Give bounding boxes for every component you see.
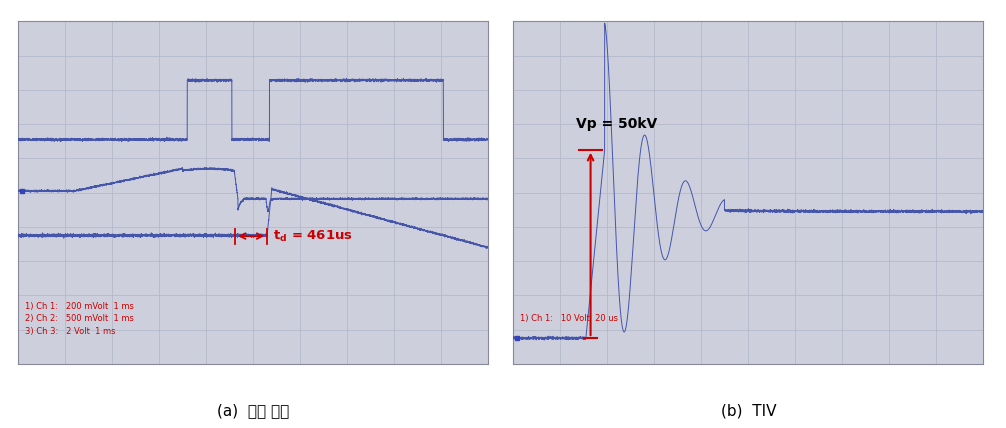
Text: (a)  전체 파형: (a) 전체 파형 bbox=[217, 403, 290, 419]
Text: 1) Ch 1:   200 mVolt  1 ms: 1) Ch 1: 200 mVolt 1 ms bbox=[25, 302, 134, 311]
Text: (b)  TIV: (b) TIV bbox=[720, 403, 777, 419]
Text: 1) Ch 1:   10 Volt  20 us: 1) Ch 1: 10 Volt 20 us bbox=[520, 315, 618, 324]
Text: Vp = 50kV: Vp = 50kV bbox=[576, 117, 658, 131]
Text: 2) Ch 2:   500 mVolt  1 ms: 2) Ch 2: 500 mVolt 1 ms bbox=[25, 315, 134, 324]
Text: $\mathbf{t_d}$ = 461us: $\mathbf{t_d}$ = 461us bbox=[273, 229, 353, 244]
Text: 3) Ch 3:   2 Volt  1 ms: 3) Ch 3: 2 Volt 1 ms bbox=[25, 327, 116, 336]
